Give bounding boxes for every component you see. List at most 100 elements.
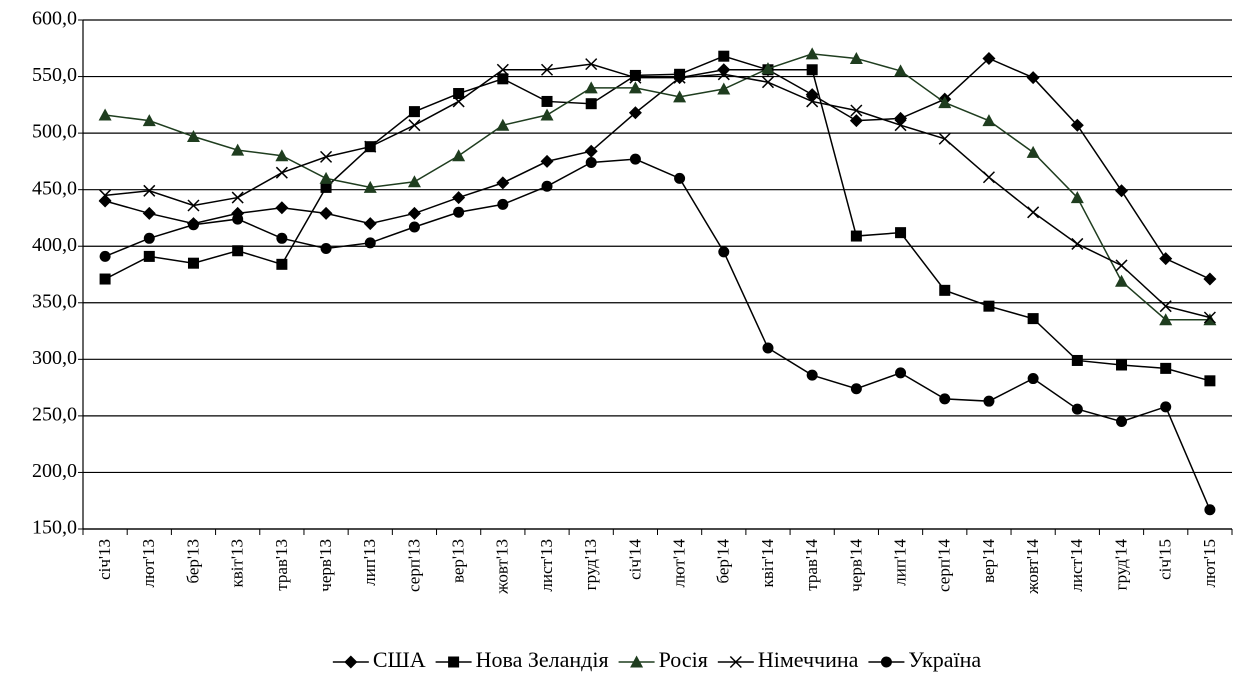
legend-label: Україна xyxy=(908,647,981,672)
point xyxy=(1204,375,1216,387)
point xyxy=(673,90,687,103)
point xyxy=(540,154,554,168)
point xyxy=(1070,191,1084,204)
point xyxy=(629,69,641,81)
point xyxy=(1115,184,1129,198)
y-tick-label: 550,0 xyxy=(32,64,77,86)
point xyxy=(628,81,642,94)
point xyxy=(319,206,333,220)
point xyxy=(541,180,553,192)
point xyxy=(364,140,377,153)
legend-marker xyxy=(344,655,358,669)
point xyxy=(363,217,377,231)
x-tick-label: січ'13 xyxy=(95,539,114,580)
series-line xyxy=(104,158,1211,511)
point xyxy=(629,153,641,165)
point xyxy=(850,230,862,242)
point xyxy=(849,114,863,128)
point xyxy=(1071,237,1084,250)
point xyxy=(584,144,598,158)
point xyxy=(762,342,774,354)
point xyxy=(320,150,333,163)
point xyxy=(1115,274,1129,287)
point xyxy=(1160,401,1172,413)
x-tick-label: лип'13 xyxy=(360,539,379,586)
point xyxy=(1071,354,1083,366)
point xyxy=(275,166,288,179)
point xyxy=(585,157,597,169)
y-tick-label: 150,0 xyxy=(32,517,77,539)
point xyxy=(231,191,244,204)
point xyxy=(186,130,200,143)
legend-marker xyxy=(880,656,892,668)
point xyxy=(1115,259,1128,272)
point xyxy=(98,194,112,208)
point xyxy=(452,95,465,108)
point xyxy=(674,68,686,80)
point xyxy=(850,104,863,117)
point xyxy=(717,82,731,95)
x-tick-label: вер'13 xyxy=(449,539,468,583)
x-tick-label: черв'14 xyxy=(846,539,865,592)
legend: США Нова Зеландія Росія Німеччина Україна xyxy=(332,647,981,672)
point xyxy=(142,114,156,127)
point xyxy=(496,176,510,190)
y-tick-label: 450,0 xyxy=(32,177,77,199)
x-tick-label: трав'13 xyxy=(272,539,291,591)
point xyxy=(718,246,730,258)
point xyxy=(584,81,598,94)
x-tick-label: бер'14 xyxy=(714,539,733,584)
point xyxy=(718,50,730,62)
point xyxy=(540,108,554,121)
point xyxy=(99,250,111,262)
point xyxy=(806,95,819,108)
point xyxy=(364,237,376,249)
x-tick-label: лют'14 xyxy=(670,539,689,588)
point xyxy=(806,64,818,76)
point xyxy=(717,63,731,77)
x-tick-label: січ'14 xyxy=(625,539,644,580)
legend-marker xyxy=(729,655,742,669)
point xyxy=(496,118,510,131)
point xyxy=(540,63,554,76)
point xyxy=(982,171,995,184)
point xyxy=(99,273,111,285)
x-tick-label: лист'13 xyxy=(537,539,556,592)
point xyxy=(143,184,156,197)
y-tick-label: 300,0 xyxy=(32,347,77,369)
point xyxy=(628,106,642,120)
point xyxy=(1070,118,1084,132)
x-tick-label: лют'15 xyxy=(1200,539,1219,587)
point xyxy=(1203,272,1217,286)
legend-label: США xyxy=(373,647,426,672)
legend-marker xyxy=(448,656,460,668)
point xyxy=(408,119,421,132)
x-tick-label: квіт'13 xyxy=(228,539,247,588)
point xyxy=(275,149,289,162)
point xyxy=(585,98,597,110)
point xyxy=(496,63,509,76)
point xyxy=(497,73,509,85)
point xyxy=(232,213,244,225)
series-line xyxy=(105,63,1211,319)
series-line xyxy=(105,53,1210,321)
point xyxy=(761,76,775,89)
point xyxy=(1116,416,1128,428)
point xyxy=(407,175,421,188)
point xyxy=(320,181,332,193)
point xyxy=(895,367,907,379)
point xyxy=(143,232,155,244)
y-tick-label: 200,0 xyxy=(32,460,77,482)
point xyxy=(1160,362,1172,374)
point xyxy=(1116,359,1128,371)
point xyxy=(1027,206,1040,219)
point xyxy=(408,221,420,233)
legend-label: Росія xyxy=(659,647,708,672)
point xyxy=(1027,313,1039,325)
legend-marker xyxy=(630,655,644,668)
point xyxy=(806,369,818,381)
point xyxy=(983,395,995,407)
x-tick-label: квіт'14 xyxy=(758,539,777,588)
point xyxy=(187,219,199,231)
point xyxy=(629,71,642,84)
